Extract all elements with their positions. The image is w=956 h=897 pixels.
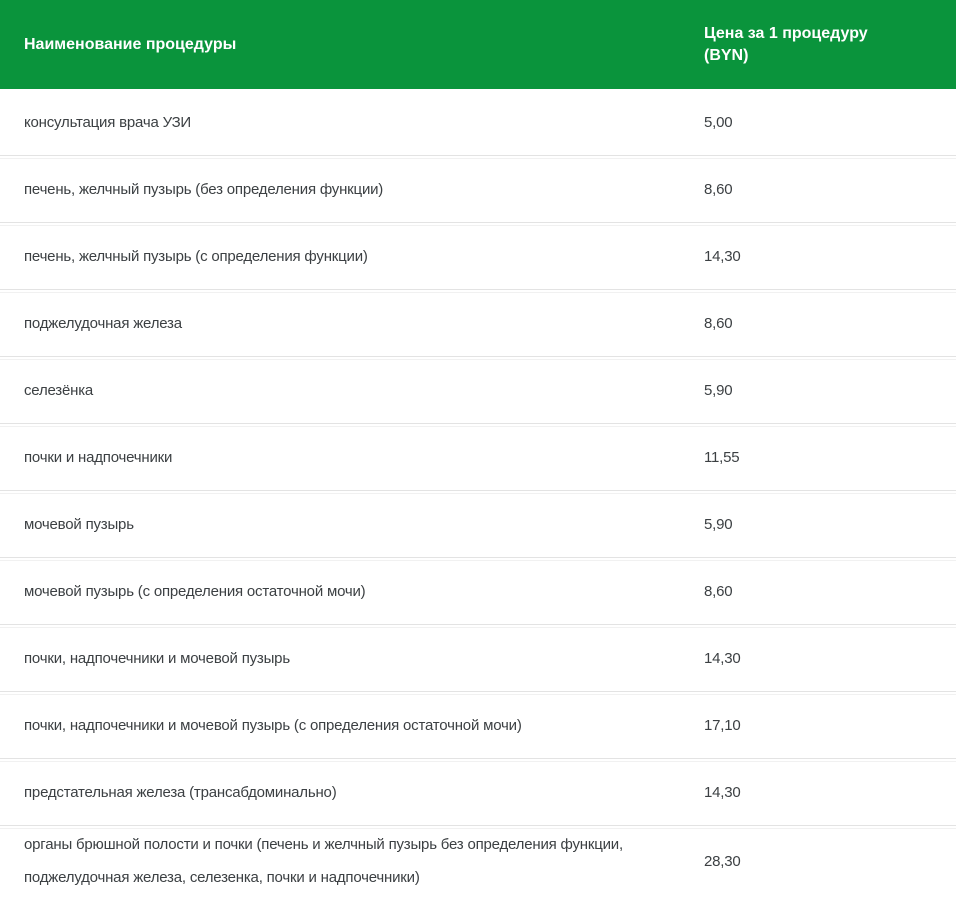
table-row: печень, желчный пузырь (без определения … (0, 156, 956, 223)
table-row: мочевой пузырь 5,90 (0, 491, 956, 558)
table-body: консультация врача УЗИ 5,00 печень, желч… (0, 89, 956, 896)
procedure-price: 5,90 (704, 515, 733, 533)
procedure-name: почки, надпочечники и мочевой пузырь (24, 649, 290, 667)
table-row: селезёнка 5,90 (0, 357, 956, 424)
procedure-name: печень, желчный пузырь (с определения фу… (24, 247, 368, 265)
procedure-name: мочевой пузырь (24, 515, 134, 533)
procedure-name: консультация врача УЗИ (24, 113, 192, 131)
procedure-name: почки, надпочечники и мочевой пузырь (с … (24, 716, 522, 734)
table-row: консультация врача УЗИ 5,00 (0, 89, 956, 156)
procedure-price: 14,30 (704, 783, 741, 801)
table-row: мочевой пузырь (с определения остаточной… (0, 558, 956, 625)
procedure-name: органы брюшной полости и почки (печень и… (24, 836, 623, 886)
procedure-name: почки и надпочечники (24, 448, 173, 466)
procedure-name: поджелудочная железа (24, 314, 182, 332)
table-row: почки, надпочечники и мочевой пузырь (с … (0, 692, 956, 759)
table-row: почки, надпочечники и мочевой пузырь 14,… (0, 625, 956, 692)
table-row: органы брюшной полости и почки (печень и… (0, 826, 956, 896)
procedure-price: 5,90 (704, 381, 733, 399)
table-row: печень, желчный пузырь (с определения фу… (0, 223, 956, 290)
procedure-price: 14,30 (704, 649, 741, 667)
column-header-procedure: Наименование процедуры (24, 35, 237, 53)
column-header-price-line1: Цена за 1 процедуру (704, 24, 868, 42)
procedure-price: 5,00 (704, 113, 733, 131)
procedure-name: предстательная железа (трансабдоминально… (24, 783, 337, 801)
procedure-price: 28,30 (704, 852, 741, 870)
procedure-name: мочевой пузырь (с определения остаточной… (24, 582, 366, 600)
procedure-price: 8,60 (704, 314, 733, 332)
procedure-price: 8,60 (704, 180, 733, 198)
procedure-name: печень, желчный пузырь (без определения … (24, 180, 384, 198)
procedure-price: 17,10 (704, 716, 741, 734)
table-header-row: Наименование процедуры Цена за 1 процеду… (0, 0, 956, 89)
column-header-price-line2: (BYN) (704, 46, 749, 64)
procedure-price: 11,55 (704, 448, 740, 466)
table-row: поджелудочная железа 8,60 (0, 290, 956, 357)
procedure-name: селезёнка (24, 381, 94, 399)
procedure-price: 8,60 (704, 582, 733, 600)
column-header-price: Цена за 1 процедуру (BYN) (704, 23, 932, 67)
table-row: почки и надпочечники 11,55 (0, 424, 956, 491)
procedure-price: 14,30 (704, 247, 741, 265)
table-row: предстательная железа (трансабдоминально… (0, 759, 956, 826)
